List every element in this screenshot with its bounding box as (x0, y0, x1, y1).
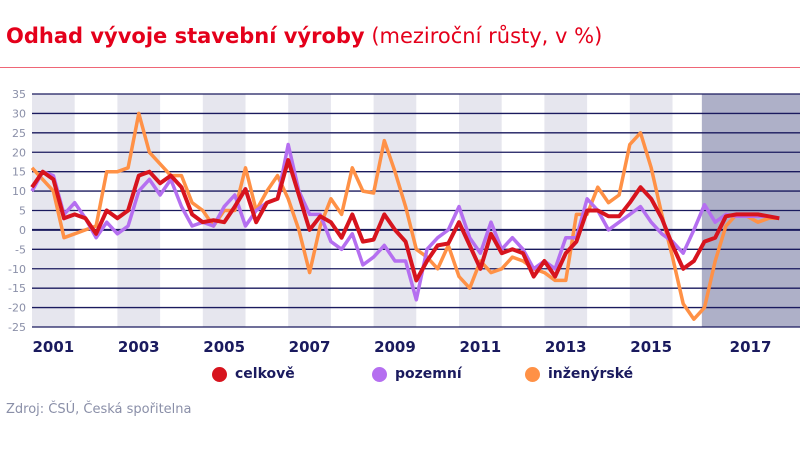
legend-item-celkove: celkově (212, 366, 295, 382)
y-tick-label: 25 (12, 127, 26, 140)
x-tick-label: 2009 (374, 338, 416, 356)
title-subtitle: (meziroční růsty, v %) (371, 24, 603, 48)
legend-swatch (212, 366, 227, 382)
legend-label: pozemní (395, 366, 462, 382)
title-main: Odhad vývoje stavební výroby (6, 24, 365, 48)
x-tick-label: 2005 (203, 338, 245, 356)
x-tick-label: 2007 (289, 338, 331, 356)
x-tick-label: 2003 (118, 338, 160, 356)
x-tick-label: 2015 (630, 338, 672, 356)
y-tick-label: 0 (19, 224, 26, 237)
source-note: Zdroj: ČSÚ, Česká spořitelna (6, 402, 192, 417)
legend: celkově pozemní inženýrské (0, 366, 800, 386)
y-tick-label: 15 (12, 166, 26, 179)
x-tick-label: 2011 (459, 338, 501, 356)
y-tick-label: 20 (12, 146, 26, 159)
x-tick-label: 2001 (32, 338, 74, 356)
y-tick-label: -5 (15, 243, 26, 256)
series-line-celkove (30, 158, 780, 283)
title-divider (0, 67, 800, 68)
x-tick-label: 2017 (730, 338, 772, 356)
y-tick-label: 10 (12, 185, 26, 198)
chart-title: Odhad vývoje stavební výroby (meziroční … (6, 24, 602, 48)
x-tick-label: 2013 (545, 338, 587, 356)
y-tick-label: -10 (8, 263, 26, 276)
legend-item-inzenyrske: inženýrské (525, 366, 633, 382)
series-line-pozemni (30, 142, 780, 302)
y-tick-label: 35 (12, 88, 26, 101)
legend-label: inženýrské (548, 366, 634, 382)
y-tick-label: 5 (19, 205, 26, 218)
y-tick-label: 30 (12, 107, 26, 120)
legend-swatch (525, 366, 540, 382)
series-line-inzenyrske (30, 111, 780, 321)
y-tick-label: -15 (8, 282, 26, 295)
y-tick-label: -20 (8, 302, 26, 315)
legend-item-pozemni: pozemní (372, 366, 462, 382)
legend-label: celkově (235, 366, 295, 382)
y-tick-label: -25 (8, 321, 26, 334)
legend-swatch (372, 366, 387, 382)
